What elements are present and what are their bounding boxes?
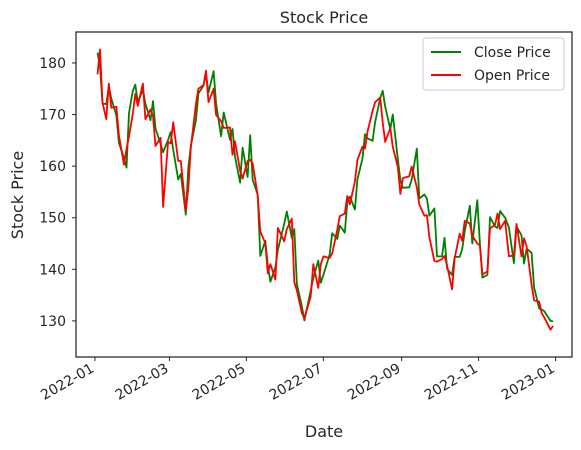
x-tick-label-0: 2022-01 <box>38 361 97 404</box>
x-tick-label-1: 2022-03 <box>113 361 172 404</box>
y-tick-label-4: 170 <box>39 108 66 124</box>
y-tick-label-2: 150 <box>39 211 66 227</box>
x-tick-label-2: 2022-05 <box>190 361 249 404</box>
x-tick-label-3: 2022-07 <box>267 361 326 404</box>
x-tick-label-4: 2022-09 <box>345 361 404 404</box>
x-tick-label-5: 2022-11 <box>422 361 481 404</box>
y-tick-label-5: 180 <box>39 56 66 72</box>
x-axis-ticks: 2022-01 2022-03 2022-05 2022-07 2022-09 2022-… <box>38 357 558 404</box>
legend-label-open-price: Open Price <box>474 68 550 84</box>
legend-label-close-price: Close Price <box>474 45 551 61</box>
chart-title: Stock Price <box>280 8 368 27</box>
series-layer <box>96 48 554 331</box>
x-tick-label-6: 2023-01 <box>499 361 558 404</box>
series-line-open-price <box>96 48 554 331</box>
y-tick-label-1: 140 <box>39 262 66 278</box>
y-tick-label-3: 160 <box>39 159 66 175</box>
y-axis-title: Stock Price <box>8 151 27 239</box>
series-line-close-price <box>96 52 554 323</box>
x-axis-title: Date <box>305 422 343 441</box>
y-axis-ticks: 130 140 150 160 170 180 <box>39 56 76 330</box>
legend: Close Price Open Price <box>422 37 565 91</box>
y-tick-label-0: 130 <box>39 314 66 330</box>
